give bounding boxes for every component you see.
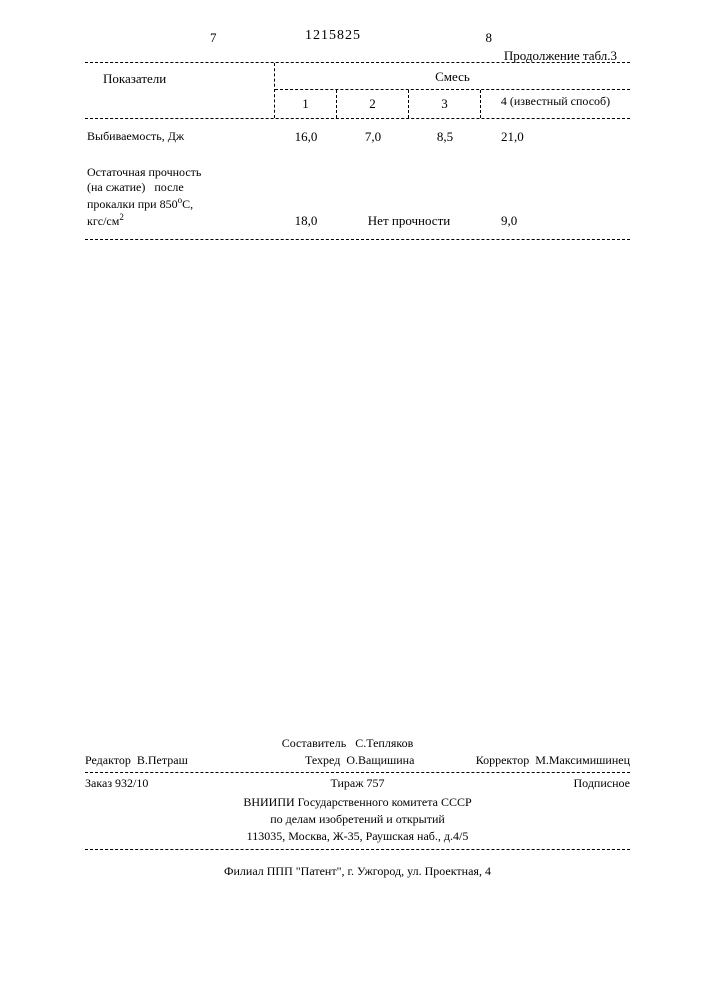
page-number-left: 7 xyxy=(210,30,217,46)
data-table: Показатели Смесь 1 2 3 4 (известный спос… xyxy=(85,62,630,240)
col-label-3: 3 xyxy=(409,90,481,118)
cell-value: 7,0 xyxy=(337,129,409,145)
corrector-name: М.Максимишинец xyxy=(535,753,630,767)
techred-label: Техред xyxy=(305,753,340,767)
compiler-name: С.Тепляков xyxy=(355,736,413,750)
compiler-row: Составитель С.Тепляков xyxy=(85,735,630,752)
order-row: Заказ 932/10 Тираж 757 Подписное xyxy=(85,773,630,794)
cell-value-span: Нет прочности xyxy=(337,213,481,229)
cell-value: 21,0 xyxy=(481,129,630,145)
order-number: Заказ 932/10 xyxy=(85,776,265,791)
techred-name: О.Ващишина xyxy=(346,753,414,767)
row-label: Остаточная прочность(на сжатие) послепро… xyxy=(85,165,275,229)
branch-line: Филиал ППП "Патент", г. Ужгород, ул. Про… xyxy=(85,850,630,879)
footer-block: Составитель С.Тепляков Редактор В.Петраш… xyxy=(85,735,630,879)
tirazh: Тираж 757 xyxy=(265,776,450,791)
table-row: Выбиваемость, Дж 16,0 7,0 8,5 21,0 xyxy=(85,119,630,155)
podpisnoe: Подписное xyxy=(450,776,630,791)
header-mix-label: Смесь xyxy=(275,63,630,89)
org-line-2: по делам изобретений и открытий xyxy=(85,811,630,828)
col-label-1: 1 xyxy=(275,90,337,118)
row-label-text: Остаточная прочность(на сжатие) послепро… xyxy=(87,165,201,228)
editor-row: Редактор В.Петраш Техред О.Ващишина Корр… xyxy=(85,752,630,769)
table-header-row: Показатели Смесь 1 2 3 4 (известный спос… xyxy=(85,63,630,118)
header-mix-area: Смесь 1 2 3 4 (известный способ) xyxy=(275,63,630,118)
table-rule-bottom xyxy=(85,239,630,240)
cell-value: 8,5 xyxy=(409,129,481,145)
corrector-label: Корректор xyxy=(476,753,530,767)
table-row: Остаточная прочность(на сжатие) послепро… xyxy=(85,155,630,239)
col-label-4: 4 (известный способ) xyxy=(481,90,630,118)
cell-value: 18,0 xyxy=(275,213,337,229)
compiler-label: Составитель xyxy=(282,736,346,750)
org-line-1: ВНИИПИ Государственного комитета СССР xyxy=(85,794,630,811)
cell-value: 16,0 xyxy=(275,129,337,145)
column-number-row: 1 2 3 4 (известный способ) xyxy=(275,89,630,118)
editor-name: В.Петраш xyxy=(137,753,188,767)
header-indicators: Показатели xyxy=(85,63,275,118)
col-label-2: 2 xyxy=(337,90,409,118)
page-number-right: 8 xyxy=(486,30,493,46)
document-number: 1215825 xyxy=(305,28,361,44)
cell-value: 9,0 xyxy=(481,213,630,229)
org-line-3: 113035, Москва, Ж-35, Раушская наб., д.4… xyxy=(85,828,630,845)
editor-label: Редактор xyxy=(85,753,131,767)
row-label: Выбиваемость, Дж xyxy=(85,129,275,145)
